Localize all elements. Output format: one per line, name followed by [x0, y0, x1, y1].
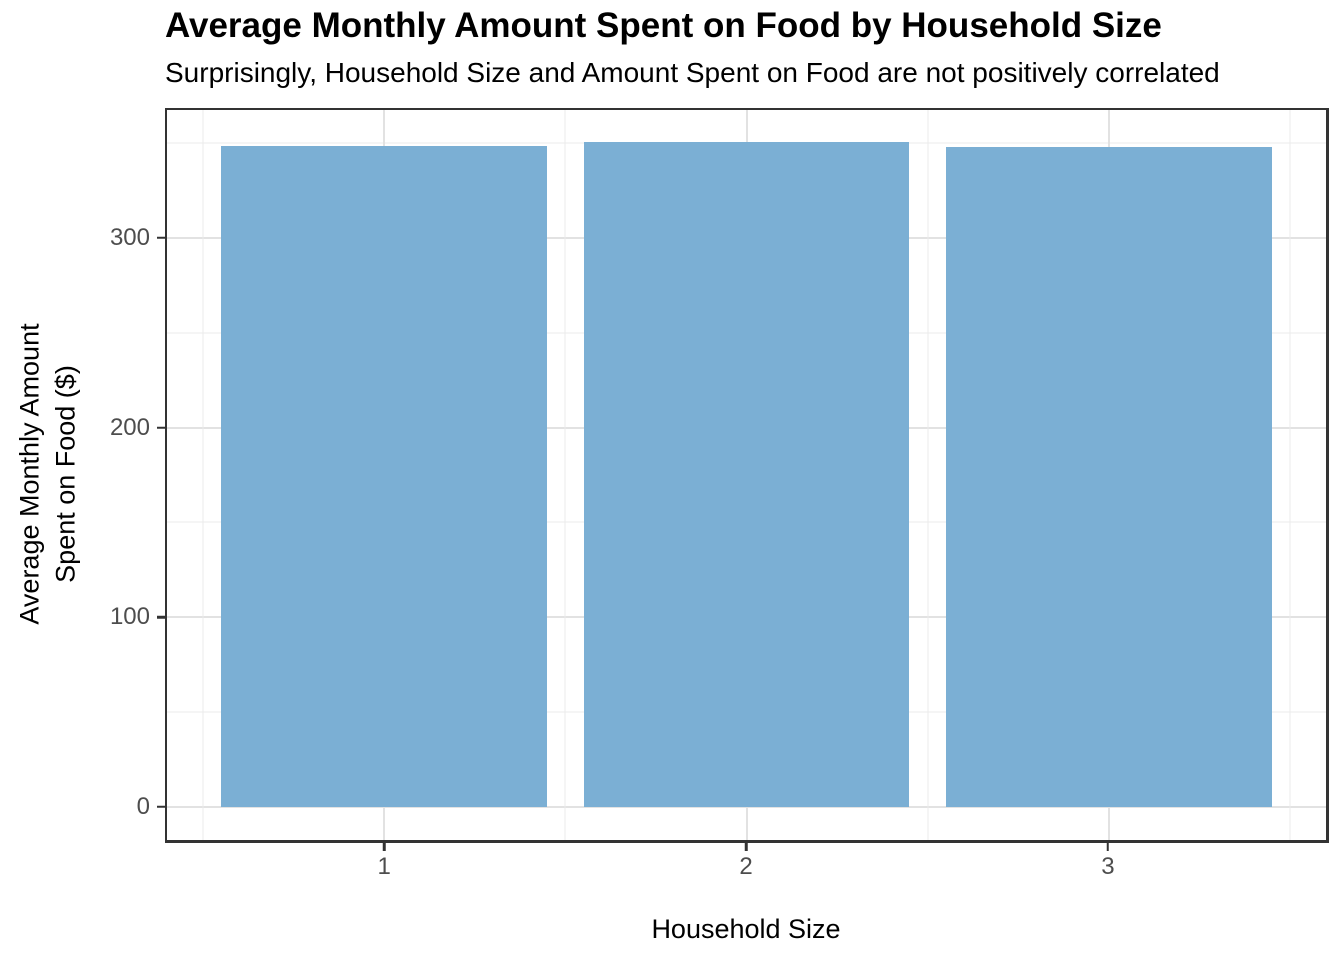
y-axis-title-line2: Spent on Food ($) [51, 365, 81, 583]
gridline-x-minor [564, 110, 566, 840]
x-tick-label: 2 [739, 853, 753, 880]
bar-household-size-2 [583, 142, 910, 807]
gridline-x-minor [1289, 110, 1291, 840]
y-tick-mark [157, 236, 165, 240]
x-tick-mark [382, 843, 386, 851]
chart-title: Average Monthly Amount Spent on Food by … [165, 6, 1162, 45]
chart-subtitle: Surprisingly, Household Size and Amount … [165, 57, 1220, 88]
x-axis-title: Household Size [651, 914, 841, 944]
y-tick-mark [157, 426, 165, 429]
y-tick-label: 0 [136, 792, 150, 820]
x-tick-label: 3 [1101, 853, 1115, 880]
x-tick-mark [1106, 843, 1110, 851]
gridline-x-minor [927, 110, 929, 840]
bar-household-size-3 [945, 146, 1272, 807]
bars-layer [167, 110, 1326, 840]
y-axis-title: Average Monthly Amount Spent on Food ($) [12, 323, 85, 624]
y-tick-mark [157, 615, 165, 619]
x-tick-mark [744, 843, 748, 851]
x-tick-label: 1 [377, 853, 391, 880]
y-tick-mark [157, 805, 165, 809]
y-tick-label: 300 [109, 223, 150, 251]
y-axis-title-line1: Average Monthly Amount [14, 323, 45, 625]
plot-panel [165, 108, 1329, 843]
bar-household-size-1 [221, 146, 548, 807]
gridline-x-minor [202, 110, 204, 840]
